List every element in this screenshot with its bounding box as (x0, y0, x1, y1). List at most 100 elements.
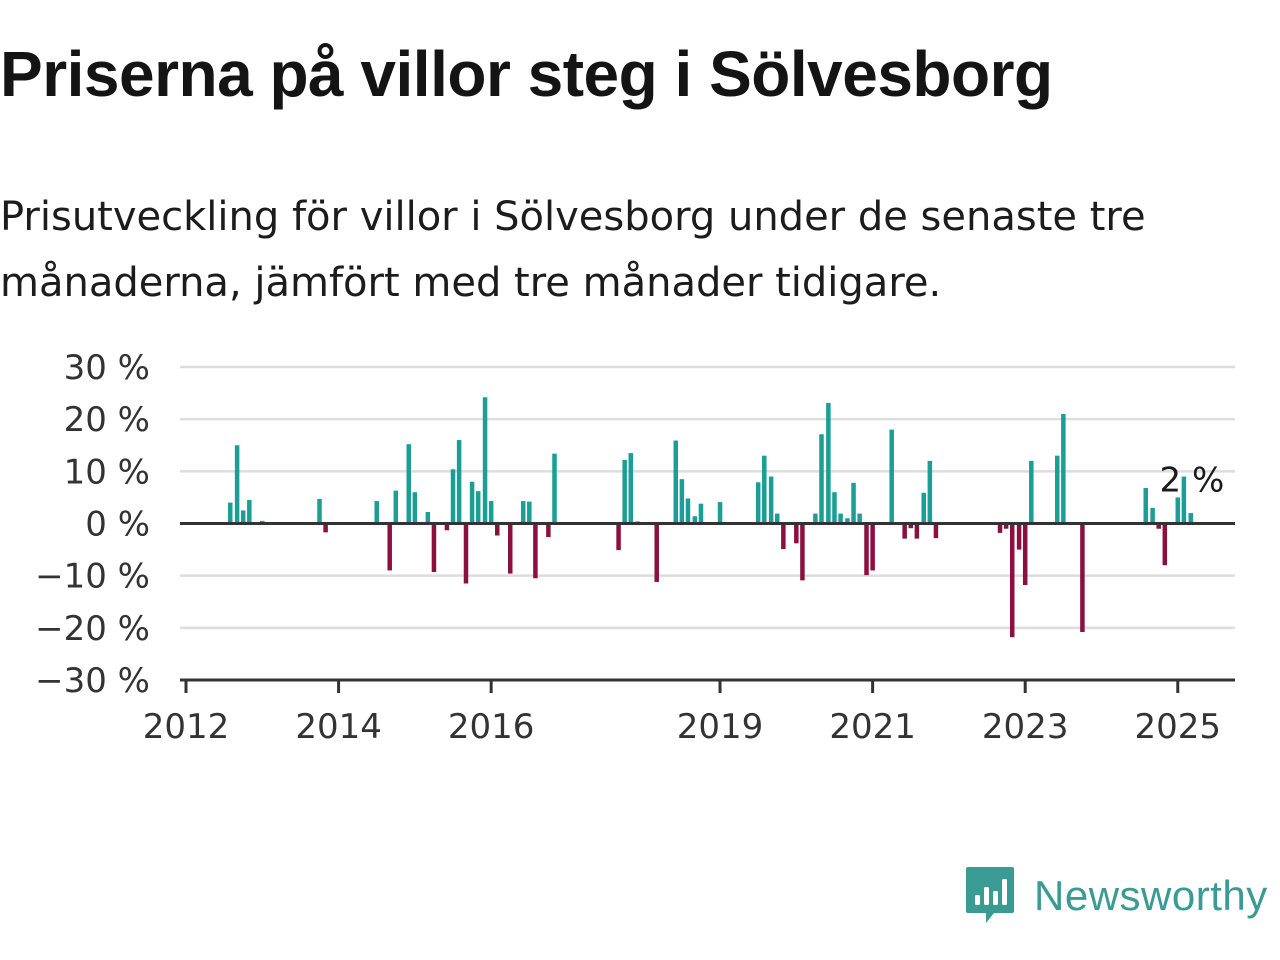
x-tick-label: 2019 (677, 707, 764, 747)
bar (475, 491, 481, 524)
y-tick-label: −20 % (35, 609, 150, 649)
bar (495, 523, 500, 536)
chart-subtitle: Prisutveckling för villor i Sölvesborg u… (0, 194, 1146, 306)
bar (921, 492, 926, 524)
bar-chart: 30 % 20 % 10 % 0 % −10 % −20 % −30 % 2012 2014 20… (35, 348, 1235, 747)
bar (864, 523, 869, 576)
bar (857, 513, 862, 524)
bar (482, 397, 488, 524)
x-tick-label: 2012 (143, 707, 230, 747)
x-tick-label: 2023 (982, 707, 1069, 747)
gridlines (180, 365, 1235, 630)
bar (406, 444, 412, 524)
bar (654, 523, 659, 582)
bar (616, 523, 621, 551)
bar (1061, 413, 1066, 524)
bar (323, 523, 328, 533)
bar (1009, 523, 1015, 638)
bar (826, 403, 831, 524)
bar (507, 523, 513, 574)
bar (488, 501, 494, 524)
bar (762, 455, 767, 524)
bar (240, 510, 246, 524)
bar (845, 518, 850, 524)
bar (1029, 460, 1034, 524)
bar (546, 523, 551, 538)
bar (1054, 455, 1060, 524)
bar (673, 440, 679, 524)
bar (781, 523, 786, 550)
bar (1181, 476, 1187, 524)
bar (851, 482, 856, 524)
bar (997, 523, 1003, 533)
bar (1175, 497, 1181, 524)
bar (425, 512, 431, 524)
bar (456, 440, 462, 524)
bar (870, 523, 875, 571)
y-tick-label: 20 % (64, 400, 150, 440)
bar (247, 500, 252, 524)
x-tick-label: 2021 (829, 707, 916, 747)
y-tick-label: 0 % (85, 505, 150, 545)
bar (813, 513, 818, 524)
newsworthy-logo[interactable]: Newsworthy (964, 864, 1268, 928)
x-tick-label: 2025 (1135, 707, 1222, 747)
bar (902, 523, 907, 539)
bar (1003, 523, 1009, 529)
bar (1162, 523, 1168, 566)
bar (444, 523, 450, 531)
y-tick-label: 30 % (64, 348, 150, 388)
y-tick-label: −30 % (35, 661, 150, 701)
bar (622, 459, 627, 524)
bar (755, 482, 761, 524)
y-tick-label: −10 % (35, 557, 150, 597)
bar (533, 523, 538, 579)
bars (228, 397, 1193, 638)
bar (628, 453, 634, 524)
bar (914, 523, 920, 539)
bar (692, 516, 698, 524)
bar (1150, 507, 1155, 524)
bar (794, 523, 799, 544)
brand-name: Newsworthy (1034, 872, 1268, 919)
bar (1188, 513, 1193, 524)
bar (431, 523, 437, 573)
bar (393, 490, 399, 524)
bar (450, 469, 456, 524)
bar (908, 523, 914, 529)
bar (234, 445, 240, 524)
bar (317, 498, 322, 524)
tick-labels: 30 % 20 % 10 % 0 % −10 % −20 % −30 % 2012 2014 20… (35, 348, 1221, 747)
bar (717, 502, 723, 524)
bar (775, 513, 780, 524)
bar (698, 503, 704, 524)
bar (685, 498, 691, 524)
bar (927, 460, 933, 524)
bar (1016, 523, 1022, 550)
bar (463, 523, 469, 584)
bar (800, 523, 805, 581)
axes (180, 522, 1235, 693)
y-tick-label: 10 % (64, 452, 150, 492)
bar (1080, 523, 1085, 633)
bar (1143, 488, 1148, 524)
bar (387, 523, 392, 571)
bar (469, 481, 475, 524)
bar (819, 434, 824, 524)
newsworthy-logo-icon (966, 867, 1014, 923)
x-tick-label: 2014 (295, 707, 382, 747)
bar (889, 429, 894, 524)
bar (1022, 523, 1028, 586)
chart-title: Priserna på villor steg i Sölvesborg (0, 38, 1053, 110)
bar (374, 501, 379, 524)
bar (1156, 523, 1161, 529)
bar (412, 492, 418, 524)
latest-value-annotation: 2 % (1160, 460, 1225, 500)
x-tick-label: 2016 (448, 707, 535, 747)
bar (832, 492, 837, 524)
bar (552, 453, 557, 524)
bar (520, 501, 526, 524)
bar (933, 523, 939, 539)
bar (228, 502, 233, 524)
bar (768, 476, 774, 524)
